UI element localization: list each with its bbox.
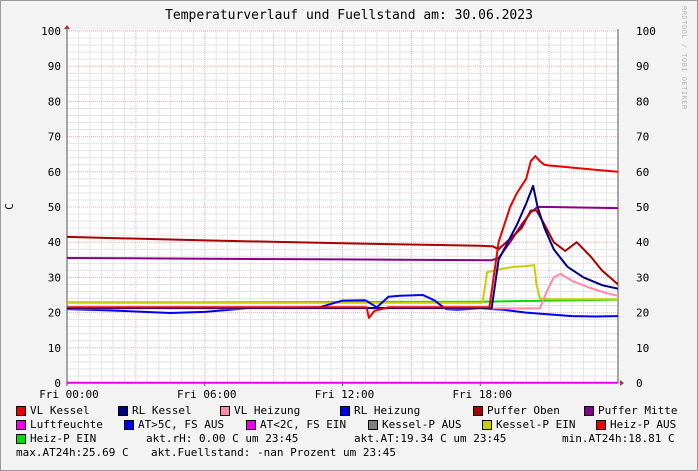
legend-row: Luftfeuchte AT>5C, FS AUS AT<2C, FS EIN …: [16, 418, 696, 432]
legend-row: max.AT24h:25.69 C akt.Fuellstand: -nan P…: [16, 446, 696, 460]
legend-label: VL Kessel: [30, 404, 90, 417]
x-tick-label: Fri 00:00: [39, 388, 99, 401]
y-tick-label-right: 50: [636, 201, 649, 214]
y-tick-label: 10: [48, 342, 61, 355]
legend-swatch: [16, 420, 26, 430]
x-tick-label: Fri 06:00: [177, 388, 237, 401]
legend-swatch: [596, 420, 606, 430]
x-tick-label: Fri 12:00: [315, 388, 375, 401]
legend-label: Heiz-P EIN: [30, 432, 97, 445]
info-fuellstand: akt.Fuellstand: -nan Prozent um 23:45: [151, 446, 397, 459]
y-tick-label: 80: [48, 95, 61, 108]
legend-swatch: [473, 406, 483, 416]
legend-label: Heiz-P AUS: [610, 418, 677, 431]
legend-item-heiz-p-ein: Heiz-P EIN: [16, 432, 126, 446]
series-line-rl-heizung: [66, 294, 619, 318]
x-axis-arrow: [620, 380, 624, 386]
y-tick-label: 90: [48, 60, 61, 73]
y-tick-label-right: 20: [636, 307, 649, 320]
y-axis-label: C: [2, 203, 16, 210]
x-tick-label: Fri 18:00: [452, 388, 512, 401]
legend-label: AT>5C, FS AUS: [138, 418, 225, 431]
info-current-rh: akt.rH: 0.00 C um 23:45: [146, 432, 299, 445]
legend-swatch: [246, 420, 256, 430]
legend-item-kessel-p-aus: Kessel-P AUS: [368, 418, 482, 432]
legend-item-kessel-p-ein: Kessel-P EIN: [482, 418, 596, 432]
legend-label: VL Heizung: [234, 404, 301, 417]
legend-swatch: [124, 420, 134, 430]
legend-label: RL Kessel: [132, 404, 192, 417]
series-line-puffer-oben: [66, 209, 619, 286]
legend-row: Heiz-P EIN akt.rH: 0.00 C um 23:45 akt.A…: [16, 432, 696, 446]
legend-label: RL Heizung: [354, 404, 421, 417]
y-tick-label-right: 90: [636, 60, 649, 73]
legend: VL Kessel RL Kessel VL Heizung RL Heizun…: [16, 404, 696, 460]
info-max-at: max.AT24h:25.69 C: [16, 446, 129, 459]
y-tick-label: 60: [48, 166, 61, 179]
legend-item-luftfeuchte: Luftfeuchte: [16, 418, 124, 432]
legend-swatch: [16, 406, 26, 416]
y-tick-label: 20: [48, 307, 61, 320]
rrdtool-watermark: RRDTOOL / TOBI OETIKER: [680, 6, 688, 110]
legend-label: AT<2C, FS EIN: [260, 418, 347, 431]
legend-item-vl-heizung: VL Heizung: [220, 404, 340, 418]
y-axis-arrow: [64, 25, 70, 29]
y-tick-label-right: 100: [636, 25, 656, 38]
series-line-puffer-mitte: [66, 206, 619, 262]
series-line-rl-kessel: [67, 184, 619, 309]
chart-title: Temperaturverlauf und Fuellstand am: 30.…: [165, 8, 533, 23]
legend-swatch: [368, 420, 378, 430]
legend-label: Puffer Mitte: [598, 404, 678, 417]
legend-label: Luftfeuchte: [30, 418, 103, 431]
info-min-at: min.AT24h:18.81 C: [562, 432, 675, 445]
legend-item-at-below-2: AT<2C, FS EIN: [246, 418, 368, 432]
legend-swatch: [340, 406, 350, 416]
y-tick-label-right: 10: [636, 342, 649, 355]
tick-labels: 0 0 10 10 20 20 30 30 40 40 50 50 60 60 70 70 80 80 90 90 10…: [39, 25, 656, 401]
legend-row: VL Kessel RL Kessel VL Heizung RL Heizun…: [16, 404, 696, 418]
y-tick-label-right: 40: [636, 236, 649, 249]
y-tick-label-right: 80: [636, 95, 649, 108]
y-tick-label: 40: [48, 236, 61, 249]
y-tick-label: 50: [48, 201, 61, 214]
legend-item-rl-kessel: RL Kessel: [118, 404, 220, 418]
y-tick-label: 70: [48, 131, 61, 144]
legend-swatch: [16, 434, 26, 444]
y-tick-label-right: 30: [636, 271, 649, 284]
legend-swatch: [220, 406, 230, 416]
legend-item-vl-kessel: VL Kessel: [16, 404, 118, 418]
y-tick-label-right: 70: [636, 131, 649, 144]
legend-swatch: [482, 420, 492, 430]
legend-swatch: [118, 406, 128, 416]
legend-label: Kessel-P AUS: [382, 418, 462, 431]
legend-item-puffer-oben: Puffer Oben: [473, 404, 584, 418]
legend-item-puffer-mitte: Puffer Mitte: [584, 404, 677, 418]
legend-label: Puffer Oben: [487, 404, 560, 417]
y-tick-label: 0: [54, 377, 61, 390]
y-tick-label: 100: [41, 25, 61, 38]
legend-item-at-above-5: AT>5C, FS AUS: [124, 418, 246, 432]
series-lines: [66, 155, 619, 384]
y-tick-label-right: 0: [636, 377, 643, 390]
legend-swatch: [584, 406, 594, 416]
legend-item-heiz-p-aus: Heiz-P AUS: [596, 418, 676, 432]
y-tick-label: 30: [48, 271, 61, 284]
legend-label: Kessel-P EIN: [496, 418, 576, 431]
series-line-vl-kessel: [67, 155, 619, 319]
legend-item-rl-heizung: RL Heizung: [340, 404, 473, 418]
series-line-vl-heizung: [67, 272, 619, 310]
y-tick-label-right: 60: [636, 166, 649, 179]
info-current-at: akt.AT:19.34 C um 23:45: [354, 432, 507, 445]
